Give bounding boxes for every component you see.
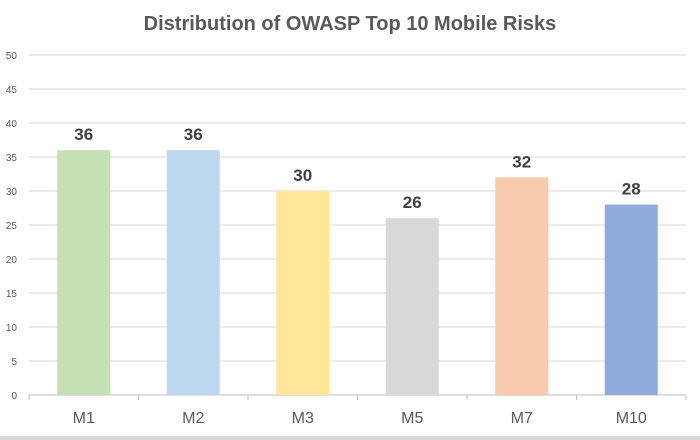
- y-tick-label: 35: [6, 153, 18, 164]
- data-label: 36: [184, 125, 203, 144]
- data-label: 32: [512, 152, 531, 171]
- chart-title: Distribution of OWASP Top 10 Mobile Risk…: [144, 13, 557, 35]
- x-tick-label: M1: [73, 410, 95, 427]
- y-tick-label: 50: [6, 51, 18, 62]
- bar-m7: [495, 177, 549, 395]
- x-tick-label: M7: [511, 410, 533, 427]
- x-tick-label: M3: [292, 410, 314, 427]
- bar-m3: [276, 191, 330, 395]
- data-label: 36: [74, 125, 93, 144]
- bar-m5: [385, 218, 439, 395]
- y-tick-label: 30: [6, 187, 18, 198]
- bar-m10: [604, 204, 658, 395]
- bottom-border: [0, 436, 700, 440]
- y-tick-label: 0: [11, 391, 17, 402]
- x-tick-label: M5: [401, 410, 423, 427]
- y-tick-label: 10: [6, 323, 18, 334]
- y-tick-label: 45: [6, 85, 18, 96]
- data-label: 26: [403, 193, 422, 212]
- x-tick-label: M10: [616, 410, 647, 427]
- data-label: 30: [293, 166, 312, 185]
- y-tick-label: 40: [6, 119, 18, 130]
- y-tick-label: 20: [6, 255, 18, 266]
- data-label: 28: [622, 180, 641, 199]
- y-tick-label: 5: [11, 357, 17, 368]
- bar-m1: [57, 150, 111, 395]
- bar-m2: [166, 150, 220, 395]
- x-tick-label: M2: [182, 410, 204, 427]
- y-tick-label: 25: [6, 221, 18, 232]
- y-tick-label: 15: [6, 289, 18, 300]
